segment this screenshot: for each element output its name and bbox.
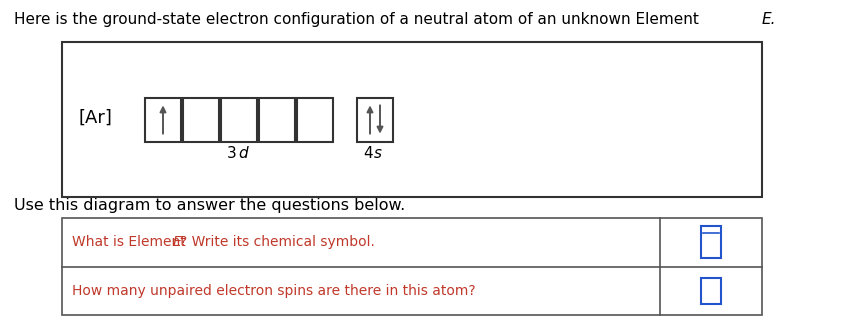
Text: Use this diagram to answer the questions below.: Use this diagram to answer the questions… bbox=[14, 198, 405, 213]
Bar bbox=[701, 226, 721, 258]
Bar bbox=[297, 98, 333, 142]
Bar bbox=[259, 98, 295, 142]
Bar bbox=[221, 98, 257, 142]
Text: ? Write its chemical symbol.: ? Write its chemical symbol. bbox=[180, 235, 375, 249]
Text: 4: 4 bbox=[364, 145, 373, 160]
Text: [Ar]: [Ar] bbox=[78, 108, 112, 127]
Text: Here is the ground-state electron configuration of a neutral atom of an unknown : Here is the ground-state electron config… bbox=[14, 12, 704, 27]
Bar bbox=[62, 218, 762, 315]
Bar bbox=[357, 98, 393, 142]
Bar bbox=[183, 98, 219, 142]
Bar bbox=[701, 278, 721, 304]
Text: d: d bbox=[238, 145, 248, 160]
Bar bbox=[62, 42, 762, 197]
Text: How many unpaired electron spins are there in this atom?: How many unpaired electron spins are the… bbox=[72, 284, 476, 298]
Bar bbox=[145, 98, 181, 142]
Text: E.: E. bbox=[762, 12, 776, 27]
Text: E: E bbox=[173, 235, 182, 249]
Text: 3: 3 bbox=[227, 145, 237, 160]
Text: What is Element: What is Element bbox=[72, 235, 190, 249]
Text: s: s bbox=[374, 145, 382, 160]
